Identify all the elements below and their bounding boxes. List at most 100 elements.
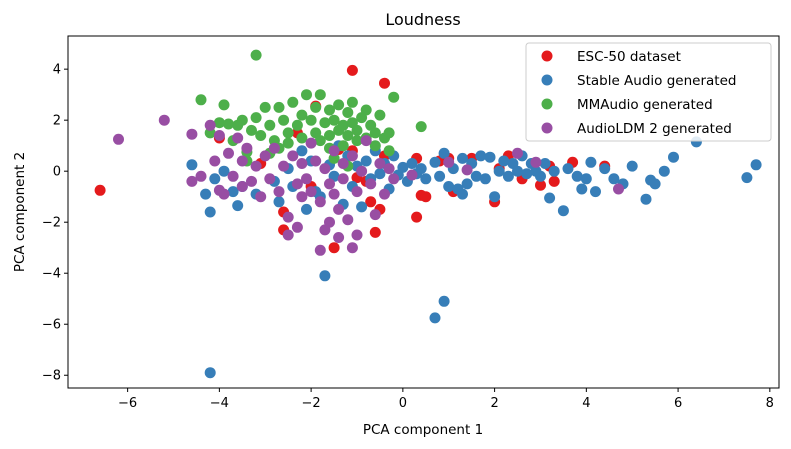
data-point-series-3 [291, 178, 303, 190]
y-tick-label: −4 [42, 267, 61, 282]
legend-marker-stable-audio [541, 74, 553, 86]
y-tick-label: −6 [42, 318, 61, 333]
data-point-series-3 [259, 150, 271, 162]
data-point-series-2 [204, 127, 216, 139]
x-tick-label: 2 [490, 396, 498, 411]
data-point-series-3 [333, 232, 345, 243]
data-point-series-2 [218, 99, 230, 111]
data-point-series-3 [374, 158, 386, 169]
data-point-series-1 [296, 145, 308, 157]
x-tick-label: 8 [766, 396, 774, 411]
data-point-series-2 [319, 117, 331, 129]
data-point-series-1 [470, 170, 482, 182]
x-tick-label: −2 [302, 396, 321, 411]
data-point-series-3 [278, 160, 290, 172]
data-point-series-2 [314, 135, 326, 147]
data-point-series-1 [658, 165, 670, 177]
data-point-series-1 [649, 178, 661, 190]
data-point-series-1 [750, 159, 762, 171]
data-point-series-2 [246, 124, 257, 136]
x-tick-label: −4 [210, 396, 229, 411]
data-point-series-1 [498, 155, 510, 167]
data-point-series-2 [282, 127, 294, 139]
data-point-series-1 [580, 173, 592, 185]
data-point-series-0 [346, 64, 358, 76]
data-point-series-1 [209, 173, 221, 185]
data-point-series-3 [319, 224, 331, 236]
legend-label-esc50: ESC-50 dataset [577, 49, 681, 65]
data-point-series-3 [209, 155, 221, 167]
data-point-series-2 [328, 152, 340, 164]
data-point-series-2 [273, 101, 285, 113]
data-point-series-3 [406, 169, 418, 181]
y-tick-label: 0 [53, 165, 61, 180]
data-point-series-2 [360, 104, 372, 116]
data-point-series-0 [420, 191, 432, 203]
data-point-series-1 [585, 156, 597, 168]
data-point-series-2 [383, 127, 395, 139]
legend: ESC-50 dataset Stable Audio generated MM… [525, 42, 772, 142]
data-point-series-1 [232, 200, 244, 212]
data-point-series-3 [232, 132, 244, 144]
y-tick-label: 2 [53, 114, 61, 129]
y-tick-label: 4 [53, 63, 61, 78]
data-point-series-3 [356, 165, 368, 177]
legend-box [525, 42, 772, 142]
data-point-series-2 [259, 101, 271, 113]
data-point-series-1 [438, 295, 450, 307]
x-tick-label: 6 [674, 396, 682, 411]
data-point-series-2 [369, 127, 381, 139]
data-point-series-2 [342, 107, 354, 118]
data-point-series-3 [246, 175, 257, 187]
data-point-series-3 [351, 186, 363, 198]
data-point-series-1 [429, 156, 441, 168]
data-point-series-2 [342, 130, 354, 141]
data-point-series-1 [200, 188, 212, 200]
data-point-series-1 [204, 367, 216, 379]
data-point-series-3 [530, 156, 542, 168]
data-point-series-3 [314, 196, 326, 208]
data-point-series-3 [282, 229, 294, 241]
data-point-series-3 [223, 147, 234, 159]
legend-marker-mmaudio [541, 98, 553, 110]
data-point-series-1 [273, 196, 285, 208]
data-point-series-2 [351, 135, 363, 147]
data-point-series-3 [250, 160, 262, 172]
data-point-series-3 [512, 147, 523, 159]
data-point-series-3 [613, 183, 624, 195]
data-point-series-2 [296, 109, 308, 121]
data-point-series-3 [236, 155, 248, 167]
data-point-series-2 [374, 109, 386, 121]
data-point-series-3 [218, 188, 230, 200]
data-point-series-1 [668, 151, 679, 163]
data-point-series-2 [383, 145, 395, 157]
data-point-series-1 [434, 170, 446, 182]
legend-marker-esc50 [541, 50, 553, 62]
data-point-series-2 [328, 114, 340, 126]
points-layer [94, 49, 762, 379]
data-point-series-1 [741, 172, 753, 184]
data-point-series-3 [291, 221, 303, 233]
data-point-series-1 [457, 188, 468, 200]
data-point-series-1 [218, 165, 230, 177]
x-tick-label: 4 [582, 396, 590, 411]
data-point-series-2 [250, 49, 262, 61]
data-point-series-2 [236, 114, 248, 126]
data-point-series-2 [324, 104, 335, 116]
data-point-series-3 [365, 178, 377, 190]
data-point-series-3 [273, 186, 285, 198]
data-point-series-1 [493, 165, 505, 177]
data-point-series-3 [310, 155, 322, 167]
data-point-series-3 [158, 114, 170, 126]
data-point-series-1 [521, 168, 533, 180]
data-point-series-3 [461, 164, 473, 176]
data-point-series-2 [223, 118, 234, 130]
data-point-series-3 [264, 173, 276, 185]
data-point-series-2 [213, 117, 225, 129]
data-point-series-1 [356, 201, 368, 213]
data-point-series-1 [562, 163, 574, 175]
data-point-series-1 [374, 168, 386, 180]
data-point-series-3 [186, 175, 198, 187]
data-point-series-3 [287, 150, 299, 162]
data-point-series-3 [379, 188, 390, 200]
